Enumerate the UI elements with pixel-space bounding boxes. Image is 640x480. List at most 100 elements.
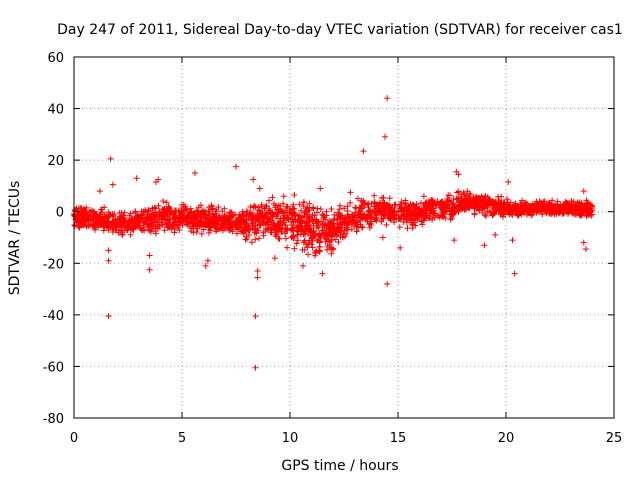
data-point [314, 219, 321, 226]
data-point [138, 212, 145, 219]
data-point [300, 203, 307, 210]
outlier-point [299, 262, 306, 269]
plot-frame [73, 56, 615, 419]
data-point [533, 198, 540, 205]
data-point [284, 244, 291, 251]
data-point [283, 204, 290, 211]
data-point [221, 205, 228, 212]
data-point [384, 202, 391, 209]
data-point [289, 205, 296, 212]
data-point [528, 212, 535, 219]
data-point [405, 206, 412, 213]
outlier-point [256, 185, 263, 192]
data-point [330, 220, 337, 227]
data-point [172, 213, 179, 220]
data-point [308, 215, 315, 222]
data-point [296, 222, 303, 229]
data-point [540, 198, 547, 205]
data-point [292, 217, 299, 224]
data-point [298, 207, 305, 214]
y-tick-label: -80 [43, 412, 64, 427]
data-point [315, 222, 322, 229]
data-point [175, 207, 182, 214]
data-point [163, 199, 170, 206]
outlier-point [250, 176, 257, 183]
data-point [489, 204, 496, 211]
data-point [276, 235, 283, 242]
data-point [149, 212, 156, 219]
data-point [240, 212, 247, 219]
data-point [259, 213, 266, 220]
y-tick-label: -20 [43, 257, 64, 272]
data-point [280, 212, 287, 219]
data-point [501, 205, 508, 212]
data-point [471, 210, 478, 217]
data-point [265, 225, 272, 232]
data-point [151, 219, 158, 226]
data-point [268, 226, 275, 233]
data-point [233, 226, 240, 233]
data-point [467, 192, 474, 199]
data-point [584, 208, 591, 215]
data-point [515, 211, 522, 218]
data-point [319, 227, 326, 234]
data-point [364, 201, 371, 208]
outlier-point [481, 242, 488, 249]
data-point [163, 207, 170, 214]
data-point [495, 197, 502, 204]
outlier-point [105, 313, 112, 320]
data-point [440, 211, 447, 218]
data-point [192, 220, 199, 227]
data-point [337, 224, 344, 231]
data-point [417, 208, 424, 215]
data-point [383, 221, 390, 228]
data-point [461, 191, 468, 198]
data-point [176, 227, 183, 234]
data-point [331, 231, 338, 238]
data-point [357, 210, 364, 217]
data-point [206, 204, 213, 211]
data-point [255, 214, 262, 221]
data-point [391, 208, 398, 215]
data-point [565, 201, 572, 208]
data-point [141, 219, 148, 226]
data-point [319, 221, 326, 228]
data-point [198, 230, 205, 237]
data-point [442, 215, 449, 222]
data-point [376, 199, 383, 206]
data-point [564, 210, 571, 217]
data-point [398, 204, 405, 211]
data-point [151, 216, 158, 223]
data-point [237, 228, 244, 235]
data-point [82, 214, 89, 221]
outlier-point [360, 148, 367, 155]
data-point [435, 213, 442, 220]
outlier-point [233, 163, 239, 170]
data-point [323, 236, 330, 243]
data-point [348, 219, 355, 226]
data-point [482, 211, 489, 218]
data-point [584, 199, 591, 206]
data-point [186, 210, 193, 217]
data-point [449, 208, 456, 215]
data-point [252, 236, 259, 243]
data-point [79, 221, 86, 228]
data-point [75, 223, 82, 230]
data-point [461, 207, 468, 214]
outlier-point [146, 266, 153, 273]
data-point [541, 208, 548, 215]
data-point [341, 205, 348, 212]
data-point [463, 199, 470, 206]
data-point [151, 204, 158, 211]
data-point [249, 221, 256, 228]
data-point [171, 229, 178, 236]
data-point [303, 241, 310, 248]
data-point [108, 220, 115, 227]
data-point [484, 208, 491, 215]
data-point [87, 221, 94, 228]
data-point [337, 228, 344, 235]
data-point [423, 199, 430, 206]
data-point [293, 240, 300, 247]
data-point [178, 211, 185, 218]
data-point [267, 225, 274, 232]
